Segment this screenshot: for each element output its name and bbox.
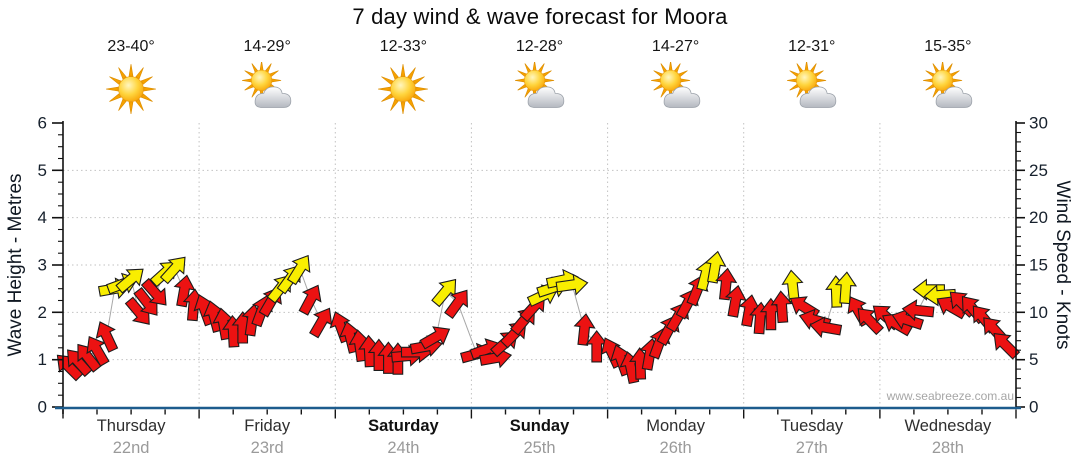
wind-arrow [770, 290, 793, 324]
day-date-label: 23rd [250, 439, 284, 457]
wind-arrow [140, 277, 167, 306]
day-date-label: 22nd [112, 439, 150, 457]
temp-range-label: 14-27° [651, 38, 700, 55]
wind-arrow [834, 271, 858, 305]
sun-cloud-icon [650, 62, 700, 108]
day-name-label: Saturday [368, 417, 439, 435]
right-axis-tick-label: 10 [1029, 303, 1048, 322]
wind-arrow [573, 313, 596, 346]
right-axis-tick-label: 30 [1029, 114, 1048, 133]
temp-range-label: 12-33° [379, 38, 428, 55]
day-date-label: 27th [795, 439, 828, 457]
wind-arrow [173, 274, 196, 308]
sun-cloud-icon [922, 62, 973, 108]
left-axis-tick-label: 3 [38, 256, 47, 275]
wind-arrow [86, 335, 110, 367]
wind-arrow [704, 250, 727, 284]
wind-arrow [419, 326, 451, 350]
left-axis-tick-label: 0 [38, 398, 47, 417]
day-name-label: Sunday [509, 417, 570, 435]
wind-arrow [715, 267, 738, 301]
sun-cloud-icon [514, 62, 564, 108]
day-name-label: Friday [244, 417, 291, 435]
day-date-label: 28th [931, 439, 964, 457]
wind-arrow [95, 321, 119, 353]
day-name-label: Wednesday [904, 417, 992, 435]
wind-arrow [555, 273, 589, 296]
temp-range-label: 12-31° [788, 38, 836, 55]
right-axis-tick-label: 0 [1029, 398, 1038, 417]
wind-arrow [901, 299, 935, 322]
wind-arrow [912, 278, 945, 301]
temp-range-label: 15-35° [924, 38, 972, 55]
day-date-label: 26th [659, 439, 692, 457]
left-axis-tick-label: 5 [38, 161, 47, 180]
sunny-icon [106, 64, 157, 114]
wind-arrow [309, 307, 333, 339]
temp-range-label: 14-29° [243, 38, 291, 55]
right-axis-tick-label: 20 [1029, 208, 1048, 227]
day-date-label: 24th [387, 439, 420, 457]
watermark: www.seabreeze.com.au [886, 389, 1014, 403]
sun-cloud-icon [786, 62, 837, 108]
wind-arrow [724, 284, 747, 318]
wind-arrow [809, 316, 843, 339]
day-name-label: Monday [646, 417, 705, 435]
right-axis-tick-label: 15 [1029, 256, 1048, 275]
wind-arrow [159, 256, 186, 285]
left-axis-tick-label: 2 [38, 303, 47, 322]
left-axis-tick-label: 1 [38, 350, 47, 369]
temp-range-label: 23-40° [107, 38, 155, 55]
wind-arrow [444, 289, 468, 320]
left-axis-tick-label: 4 [38, 208, 47, 227]
day-name-label: Thursday [96, 417, 166, 435]
wind-arrow [286, 254, 311, 286]
day-date-label: 25th [523, 439, 556, 457]
wind-arrow [857, 308, 884, 336]
day-name-label: Tuesday [780, 417, 844, 435]
chart-title: 7 day wind & wave forecast for Moora [352, 4, 728, 29]
temp-range-label: 12-28° [515, 38, 564, 55]
left-axis-tick-label: 6 [38, 114, 47, 133]
right-axis-tick-label: 25 [1029, 161, 1048, 180]
right-axis-tick-label: 5 [1029, 350, 1038, 369]
wind-arrow [115, 268, 144, 294]
wind-arrow [298, 284, 322, 316]
sunny-icon [378, 64, 429, 114]
sun-cloud-icon [242, 62, 292, 108]
